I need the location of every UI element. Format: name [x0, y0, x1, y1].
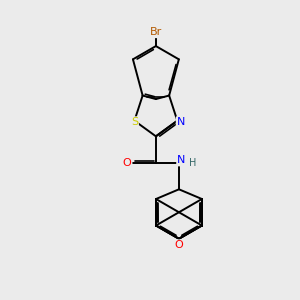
- Text: O: O: [175, 240, 183, 250]
- Text: N: N: [177, 117, 185, 127]
- Text: H: H: [189, 158, 196, 168]
- Text: O: O: [123, 158, 131, 168]
- Text: Br: Br: [150, 27, 162, 37]
- Text: N: N: [177, 155, 185, 166]
- Text: S: S: [131, 117, 138, 127]
